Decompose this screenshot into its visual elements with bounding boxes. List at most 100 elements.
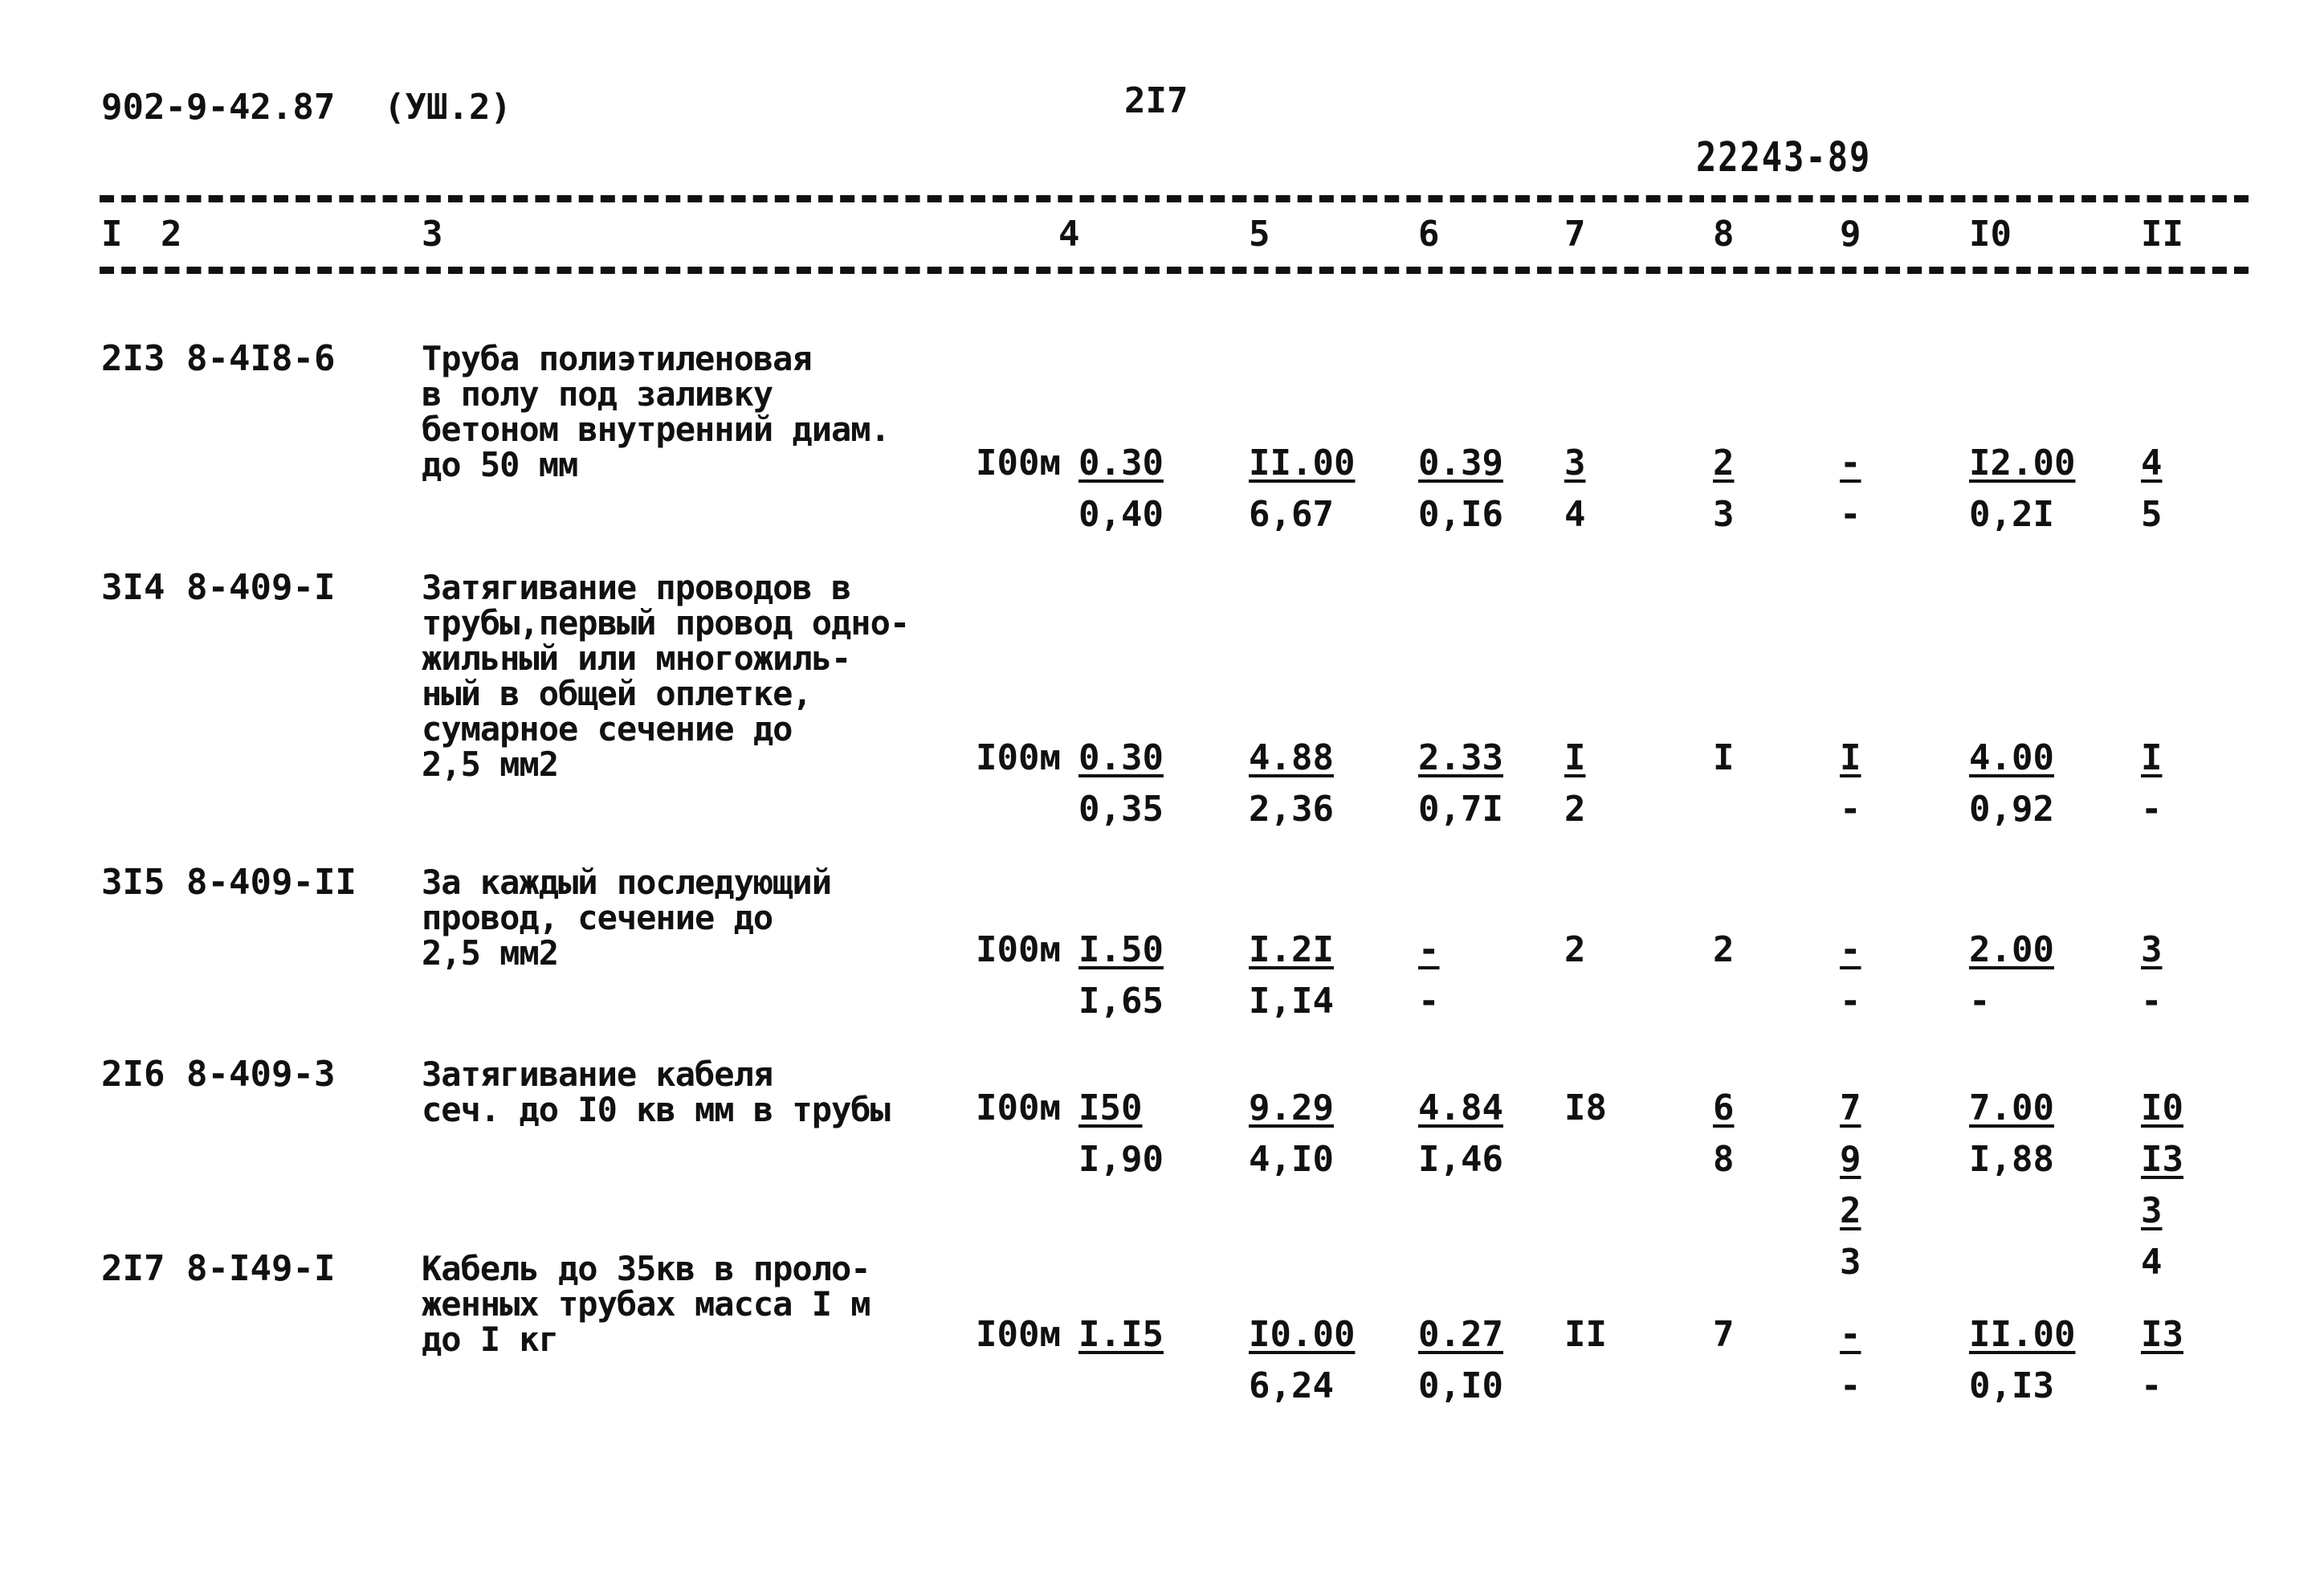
page-number: 2I7 bbox=[1124, 80, 1189, 121]
unit-label: I00м bbox=[976, 1314, 1061, 1355]
row-description-line: 2,5 мм2 bbox=[422, 745, 559, 784]
value-cell: - bbox=[1840, 789, 1861, 830]
column-header: II bbox=[2141, 214, 2183, 255]
column-header: I bbox=[101, 214, 123, 255]
header-bottom-rule bbox=[100, 267, 2249, 274]
unit-label: I00м bbox=[976, 929, 1061, 970]
value-cell: 0,2I bbox=[1969, 494, 2054, 535]
value-cell: I,88 bbox=[1969, 1139, 2054, 1180]
unit-label: I00м bbox=[976, 443, 1061, 484]
value-cell: 9.29 bbox=[1249, 1087, 1334, 1128]
value-cell: 0,40 bbox=[1078, 494, 1164, 535]
value-cell: 6,24 bbox=[1249, 1365, 1334, 1406]
value-cell: 4,I0 bbox=[1249, 1139, 1334, 1180]
value-cell: - bbox=[1840, 494, 1861, 535]
value-cell: 3 bbox=[1564, 443, 1586, 484]
norm-code: 8-I49-I bbox=[186, 1248, 336, 1289]
value-cell: 2.33 bbox=[1418, 737, 1503, 778]
value-cell: I0 bbox=[2141, 1087, 2183, 1128]
row-number: 2I7 bbox=[101, 1248, 165, 1289]
row-description-line: Кабель до 35кв в проло- bbox=[422, 1249, 871, 1288]
value-cell: - bbox=[2141, 981, 2163, 1022]
value-cell: 3 bbox=[2141, 1190, 2163, 1231]
row-description-line: трубы,первый провод одно- bbox=[422, 603, 910, 643]
value-cell: I.2I bbox=[1249, 929, 1334, 970]
registration-stamp: 22243-89 bbox=[1696, 133, 1872, 181]
value-cell: 0.30 bbox=[1078, 737, 1164, 778]
row-description-line: Затягивание кабеля bbox=[422, 1055, 773, 1094]
norm-code: 8-409-I bbox=[186, 567, 336, 608]
value-cell: II bbox=[1564, 1314, 1607, 1355]
value-cell: - bbox=[1840, 443, 1861, 484]
value-cell: 2 bbox=[1713, 929, 1735, 970]
value-cell: 0,35 bbox=[1078, 789, 1164, 830]
row-number: 3I4 bbox=[101, 567, 165, 608]
value-cell: I0.00 bbox=[1249, 1314, 1356, 1355]
value-cell: I3 bbox=[2141, 1139, 2183, 1180]
row-description-line: Труба полиэтиленовая bbox=[422, 339, 813, 378]
value-cell: I.I5 bbox=[1078, 1314, 1164, 1355]
value-cell: I50 bbox=[1078, 1087, 1143, 1128]
value-cell: 0.39 bbox=[1418, 443, 1503, 484]
value-cell: 0,I3 bbox=[1969, 1365, 2054, 1406]
value-cell: - bbox=[2141, 1365, 2163, 1406]
row-description-line: 2,5 мм2 bbox=[422, 933, 559, 973]
value-cell: 0.30 bbox=[1078, 443, 1164, 484]
value-cell: 7 bbox=[1713, 1314, 1735, 1355]
value-cell: 2 bbox=[1840, 1190, 1861, 1231]
value-cell: - bbox=[1840, 981, 1861, 1022]
column-header: 6 bbox=[1418, 214, 1440, 255]
value-cell: I.50 bbox=[1078, 929, 1164, 970]
row-number: 2I3 bbox=[101, 338, 165, 379]
column-header: 9 bbox=[1840, 214, 1861, 255]
value-cell: - bbox=[1969, 981, 1991, 1022]
row-number: 2I6 bbox=[101, 1054, 165, 1095]
norm-code: 8-409-3 bbox=[186, 1054, 336, 1095]
value-cell: 6,67 bbox=[1249, 494, 1334, 535]
value-cell: 0,7I bbox=[1418, 789, 1503, 830]
value-cell: - bbox=[1840, 929, 1861, 970]
value-cell: - bbox=[1840, 1314, 1861, 1355]
column-header: 2 bbox=[161, 214, 182, 255]
row-description-line: жильный или многожиль- bbox=[422, 639, 851, 678]
value-cell: 4 bbox=[2141, 443, 2163, 484]
column-header: 8 bbox=[1713, 214, 1735, 255]
column-header: 3 bbox=[422, 214, 443, 255]
row-description-line: до I кг bbox=[422, 1320, 559, 1359]
value-cell: 7.00 bbox=[1969, 1087, 2054, 1128]
value-cell: 6 bbox=[1713, 1087, 1735, 1128]
value-cell: 4.84 bbox=[1418, 1087, 1503, 1128]
column-header: I0 bbox=[1969, 214, 2012, 255]
row-description-line: провод, сечение до bbox=[422, 898, 773, 937]
value-cell: I,90 bbox=[1078, 1139, 1164, 1180]
value-cell: 3 bbox=[1840, 1242, 1861, 1283]
row-description-line: сеч. до I0 кв мм в трубы bbox=[422, 1090, 891, 1129]
value-cell: 2 bbox=[1564, 929, 1586, 970]
value-cell: 4 bbox=[2141, 1242, 2163, 1283]
row-description-line: За каждый последующий bbox=[422, 863, 832, 902]
value-cell: 0.27 bbox=[1418, 1314, 1503, 1355]
column-header: 5 bbox=[1249, 214, 1270, 255]
row-description-line: Затягивание проводов в bbox=[422, 568, 851, 607]
value-cell: 4.88 bbox=[1249, 737, 1334, 778]
row-number: 3I5 bbox=[101, 862, 165, 903]
value-cell: 2,36 bbox=[1249, 789, 1334, 830]
value-cell: II.00 bbox=[1969, 1314, 2076, 1355]
value-cell: 8 bbox=[1713, 1139, 1735, 1180]
norm-code: 8-409-II bbox=[186, 862, 357, 903]
value-cell: 2 bbox=[1713, 443, 1735, 484]
row-description-line: женных трубах масса I м bbox=[422, 1284, 871, 1324]
value-cell: - bbox=[1418, 981, 1440, 1022]
value-cell: 4 bbox=[1564, 494, 1586, 535]
volume-label: (УШ.2) bbox=[384, 87, 512, 128]
value-cell: I bbox=[1564, 737, 1586, 778]
document-code: 902-9-42.87 bbox=[101, 87, 336, 128]
unit-label: I00м bbox=[976, 1087, 1061, 1128]
value-cell: II.00 bbox=[1249, 443, 1356, 484]
value-cell: I bbox=[1840, 737, 1861, 778]
header-top-rule bbox=[100, 195, 2249, 202]
value-cell: I,65 bbox=[1078, 981, 1164, 1022]
row-description-line: в полу под заливку bbox=[422, 374, 773, 414]
value-cell: 0,I0 bbox=[1418, 1365, 1503, 1406]
value-cell: I3 bbox=[2141, 1314, 2183, 1355]
